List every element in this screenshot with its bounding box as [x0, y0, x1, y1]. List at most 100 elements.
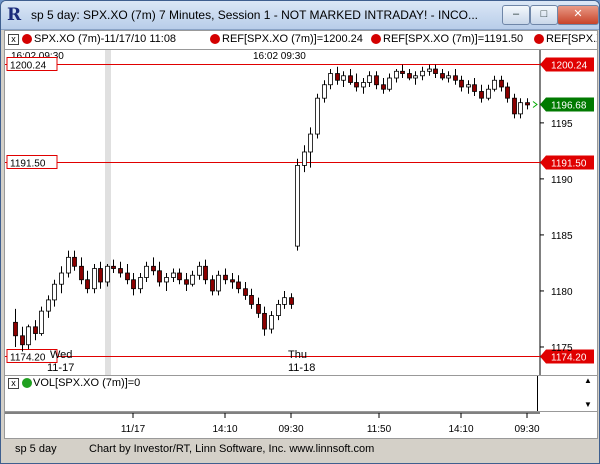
candle[interactable]: [72, 250, 77, 271]
candle[interactable]: [407, 69, 412, 81]
maximize-button[interactable]: □: [530, 5, 558, 25]
candle[interactable]: [505, 82, 510, 103]
candle[interactable]: [164, 273, 169, 291]
candle[interactable]: [85, 270, 90, 294]
candle[interactable]: [322, 80, 327, 103]
candle[interactable]: [230, 273, 235, 289]
close-button[interactable]: ✕: [557, 5, 599, 25]
price-chart[interactable]: 16:02 09:30 16:02 09:30 1200.24 1200.24 11…: [4, 49, 598, 376]
candle[interactable]: [210, 275, 215, 296]
candle[interactable]: [354, 73, 359, 92]
candle[interactable]: [420, 66, 425, 81]
volume-legend[interactable]: VOL[SPX.XO (7m)]=0: [33, 377, 141, 389]
candle[interactable]: [394, 69, 399, 83]
candle[interactable]: [387, 73, 392, 92]
ref2-dot-icon[interactable]: [371, 34, 381, 44]
candle[interactable]: [138, 273, 143, 294]
candle[interactable]: [13, 308, 18, 347]
candle[interactable]: [374, 71, 379, 90]
candle[interactable]: [348, 69, 353, 85]
legend-close-icon[interactable]: x: [8, 34, 19, 45]
series-legend[interactable]: SPX.XO (7m)-11/17/10 11:08: [34, 33, 177, 45]
candle[interactable]: [367, 71, 372, 87]
candle[interactable]: [459, 75, 464, 92]
candle[interactable]: [328, 69, 333, 90]
candle[interactable]: [512, 93, 517, 119]
candle[interactable]: [453, 69, 458, 85]
candle[interactable]: [335, 66, 340, 85]
candle[interactable]: [92, 264, 97, 294]
candle[interactable]: [216, 270, 221, 296]
candle[interactable]: [105, 264, 110, 287]
candle[interactable]: [118, 261, 123, 278]
candle[interactable]: [295, 158, 300, 251]
candle[interactable]: [177, 268, 182, 285]
series-dot-icon[interactable]: [22, 34, 32, 44]
candle[interactable]: [66, 250, 71, 278]
ref1-dot-icon[interactable]: [210, 34, 220, 44]
candle[interactable]: [427, 64, 432, 76]
candle[interactable]: [315, 93, 320, 139]
candle[interactable]: [203, 259, 208, 285]
candle[interactable]: [341, 71, 346, 87]
volume-close-icon[interactable]: x: [8, 378, 19, 389]
candle[interactable]: [171, 268, 176, 282]
candle[interactable]: [472, 78, 477, 96]
scroll-up-icon[interactable]: ▲: [584, 376, 592, 385]
candle[interactable]: [79, 257, 84, 285]
candle[interactable]: [518, 98, 523, 119]
candle[interactable]: [269, 311, 274, 334]
candle[interactable]: [190, 270, 195, 287]
candle[interactable]: [282, 290, 287, 309]
ref2-legend[interactable]: REF[SPX.XO (7m)]=1191.50: [383, 33, 524, 45]
candle[interactable]: [236, 275, 241, 294]
candle[interactable]: [486, 84, 491, 101]
candle[interactable]: [400, 64, 405, 79]
candle[interactable]: [243, 281, 248, 300]
price-chart-svg[interactable]: 16:02 09:30 16:02 09:30 1200.24 1200.24 11…: [5, 50, 597, 375]
scroll-down-icon[interactable]: ▼: [584, 400, 592, 409]
candle[interactable]: [144, 261, 149, 282]
candle[interactable]: [446, 71, 451, 83]
candle[interactable]: [33, 320, 38, 341]
volume-panel[interactable]: x VOL[SPX.XO (7m)]=0 ▲ ▼: [4, 375, 598, 412]
candle[interactable]: [20, 326, 25, 352]
candle[interactable]: [289, 293, 294, 309]
candle[interactable]: [276, 299, 281, 321]
volume-dot-icon[interactable]: [22, 378, 32, 388]
ref3-dot-icon[interactable]: [534, 34, 544, 44]
ref1-legend[interactable]: REF[SPX.XO (7m)]=1200.24: [222, 33, 363, 45]
candle[interactable]: [131, 273, 136, 296]
candle[interactable]: [433, 64, 438, 79]
candle[interactable]: [39, 306, 44, 336]
candle[interactable]: [46, 295, 51, 318]
candle[interactable]: [151, 257, 156, 276]
candle[interactable]: [125, 264, 130, 285]
candle[interactable]: [413, 71, 418, 85]
time-axis[interactable]: 11/17 14:10 09:30 11:50 14:10 09:30: [4, 411, 598, 439]
ref3-legend[interactable]: REF[SPX.XO (7: [546, 33, 597, 45]
candle[interactable]: [361, 78, 366, 94]
title-bar[interactable]: R sp 5 day: SPX.XO (7m) 7 Minutes, Sessi…: [1, 1, 599, 30]
candle[interactable]: [479, 84, 484, 103]
candle[interactable]: [52, 279, 57, 307]
candle[interactable]: [256, 297, 261, 318]
candle[interactable]: [492, 75, 497, 92]
candle[interactable]: [466, 80, 471, 94]
candle[interactable]: [308, 127, 313, 168]
candle[interactable]: [223, 268, 228, 285]
candle[interactable]: [499, 75, 504, 92]
candle[interactable]: [381, 78, 386, 94]
candle[interactable]: [440, 69, 445, 81]
candle[interactable]: [249, 288, 254, 309]
candle[interactable]: [59, 266, 64, 294]
candle[interactable]: [184, 273, 189, 291]
candle[interactable]: [98, 261, 103, 289]
minimize-button[interactable]: –: [502, 5, 530, 25]
candle[interactable]: [197, 261, 202, 280]
candle[interactable]: [525, 98, 530, 110]
candle[interactable]: [111, 259, 116, 274]
candle[interactable]: [262, 306, 267, 336]
candle[interactable]: [26, 324, 31, 350]
candle[interactable]: [157, 261, 162, 287]
